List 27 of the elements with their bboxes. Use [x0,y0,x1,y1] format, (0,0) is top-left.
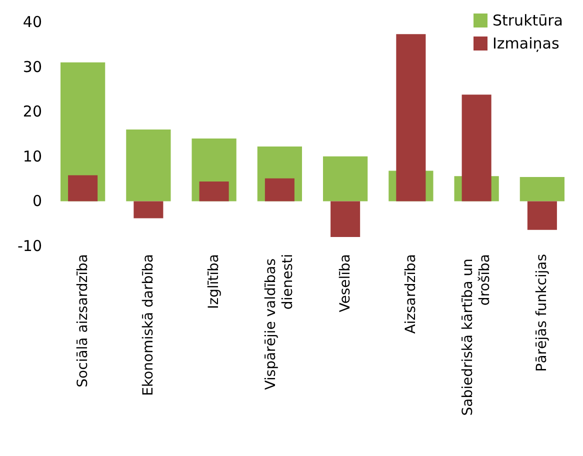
y-tick-label: 30 [22,58,42,76]
legend-label: Izmaiņas [492,34,560,52]
bar [527,201,557,230]
bar [330,201,360,238]
x-tick-label: Sabiedriskā kārtība un drošība [460,254,494,416]
bar [323,156,368,202]
y-tick-label: 10 [22,147,42,166]
x-tick-label: Vispārējie valdības dienesti [263,254,296,390]
x-tick-label: Veselība [337,254,354,312]
y-tick-label: 40 [22,13,42,31]
bar [264,178,294,202]
x-tick-label: Aizsardzība [402,254,419,334]
bar [462,94,492,202]
y-tick-label: 20 [22,102,42,121]
bar [520,177,564,202]
bar [134,201,164,218]
x-tick-label: Pārējās funkcijas [534,254,550,372]
y-tick-label: 0 [32,192,42,210]
y-tick-label: -10 [18,237,42,255]
bar [199,181,229,202]
bar [68,175,98,202]
legend-label: Struktūra [492,12,564,30]
x-tick-label: Ekonomiskā darbība [140,254,156,396]
x-tick-label: Sociālā aizsardzība [74,254,91,388]
bar [396,34,426,202]
x-tick-label: Izglītība [206,254,222,309]
bar [126,130,171,202]
